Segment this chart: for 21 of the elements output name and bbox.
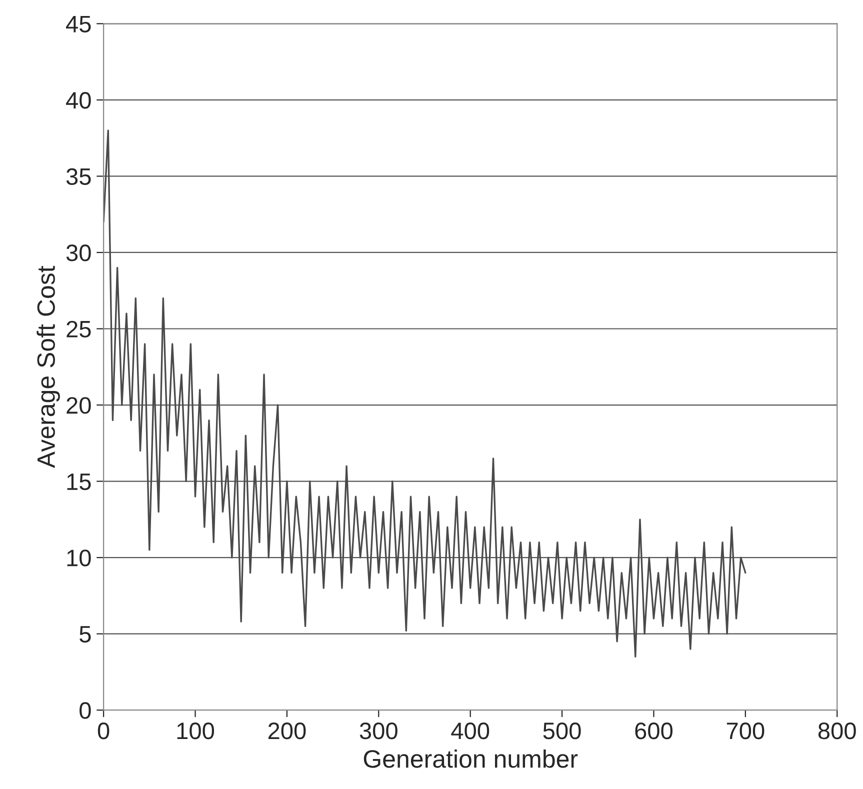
y-tick-label: 20 — [66, 397, 91, 414]
x-axis-title: Generation number — [364, 749, 578, 768]
y-tick-label: 45 — [66, 16, 91, 32]
y-axis-title: Average Soft Cost — [36, 266, 60, 468]
x-tick-label: 0 — [98, 722, 110, 740]
x-tick-label: 500 — [543, 722, 581, 740]
y-tick-label: 40 — [66, 92, 91, 109]
x-tick-label: 700 — [726, 722, 764, 740]
y-tick-label: 0 — [80, 702, 91, 719]
y-tick-label: 35 — [66, 168, 91, 185]
y-tick-label: 25 — [66, 320, 91, 338]
x-tick-label: 400 — [451, 722, 490, 740]
x-tick-label: 300 — [360, 722, 398, 740]
x-tick-label: 200 — [268, 722, 306, 740]
y-tick-label: 5 — [80, 626, 91, 643]
y-tick-label: 10 — [67, 550, 91, 566]
x-tick-label: 600 — [635, 722, 672, 740]
x-tick-label: 800 — [818, 722, 856, 740]
y-tick-label: 30 — [66, 244, 91, 262]
x-tick-label: 100 — [177, 722, 214, 740]
y-tick-label: 15 — [67, 474, 91, 490]
